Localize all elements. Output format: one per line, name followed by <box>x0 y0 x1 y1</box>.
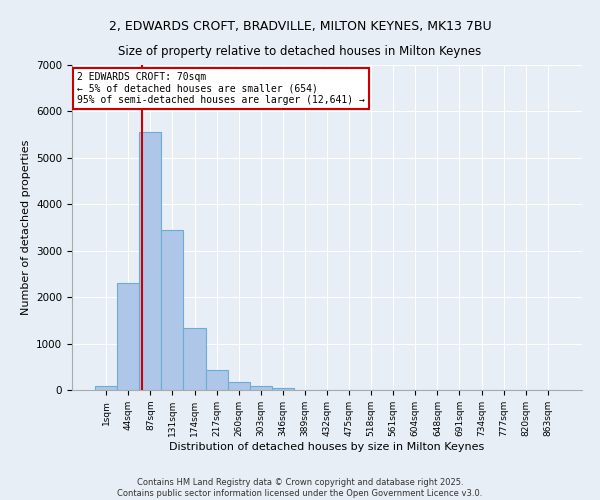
Text: Contains HM Land Registry data © Crown copyright and database right 2025.
Contai: Contains HM Land Registry data © Crown c… <box>118 478 482 498</box>
Text: 2, EDWARDS CROFT, BRADVILLE, MILTON KEYNES, MK13 7BU: 2, EDWARDS CROFT, BRADVILLE, MILTON KEYN… <box>109 20 491 33</box>
Bar <box>250 386 272 390</box>
Text: Size of property relative to detached houses in Milton Keynes: Size of property relative to detached ho… <box>118 45 482 58</box>
Bar <box>206 370 227 390</box>
X-axis label: Distribution of detached houses by size in Milton Keynes: Distribution of detached houses by size … <box>169 442 485 452</box>
Bar <box>161 230 184 390</box>
Text: 2 EDWARDS CROFT: 70sqm
← 5% of detached houses are smaller (654)
95% of semi-det: 2 EDWARDS CROFT: 70sqm ← 5% of detached … <box>77 72 365 104</box>
Bar <box>184 328 206 390</box>
Bar <box>95 386 117 390</box>
Y-axis label: Number of detached properties: Number of detached properties <box>20 140 31 315</box>
Bar <box>139 132 161 390</box>
Bar <box>117 283 139 390</box>
Bar <box>227 382 250 390</box>
Bar <box>272 388 294 390</box>
